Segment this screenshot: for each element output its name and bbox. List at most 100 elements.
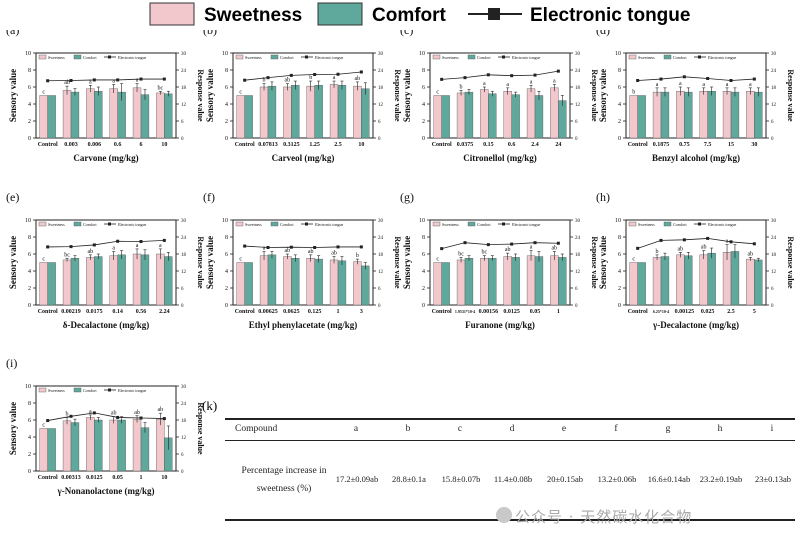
panel-label: (f) bbox=[203, 190, 215, 204]
sweetness-bar bbox=[433, 95, 442, 139]
mini-legend-sweetness: Sweetness bbox=[48, 55, 65, 60]
x-tick-label: 30 bbox=[751, 142, 757, 148]
x-tick-label: 0.0125 bbox=[86, 475, 103, 481]
mini-legend-etongue: Electronic tongue bbox=[315, 222, 344, 227]
etongue-point bbox=[636, 78, 640, 82]
comfort-bar bbox=[730, 91, 740, 139]
x-tick-label: Control bbox=[432, 309, 452, 315]
significance-letter: ab bbox=[111, 411, 117, 417]
x-tick-label: Control bbox=[432, 142, 452, 148]
figure-legend: Sweetness Comfort Electronic tongue bbox=[149, 2, 690, 26]
y-tick-label: 2 bbox=[225, 119, 228, 125]
sweetness-bar bbox=[132, 87, 142, 139]
panel-label: (i) bbox=[6, 356, 17, 370]
significance-letter: ab bbox=[285, 78, 291, 84]
y2-tick-label: 30 bbox=[575, 219, 581, 224]
sweetness-bar bbox=[132, 253, 142, 306]
x-tick-label: 6.25*10-4 bbox=[653, 309, 669, 314]
comfort-bar bbox=[361, 88, 370, 139]
sweetness-bar bbox=[456, 259, 466, 306]
y-axis-title: Sensory value bbox=[598, 69, 608, 122]
panel-label: (g) bbox=[400, 190, 414, 204]
mini-legend-comfort-swatch bbox=[467, 221, 476, 227]
comfort-bar bbox=[511, 257, 520, 306]
etongue-point bbox=[46, 79, 50, 83]
x-axis-title: γ-Nonanolactone (mg/kg) bbox=[57, 486, 155, 496]
significance-letter: a bbox=[136, 243, 139, 249]
x-tick-label: Control bbox=[628, 309, 648, 315]
y2-tick-label: 30 bbox=[378, 52, 384, 57]
x-tick-label: 10 bbox=[161, 475, 167, 481]
results-table: Compound Percentage increase in sweetnes… bbox=[225, 418, 795, 523]
y-tick-label: 0 bbox=[618, 303, 621, 309]
y2-tick-label: 24 bbox=[575, 236, 581, 241]
y-tick-label: 6 bbox=[28, 418, 31, 424]
y2-tick-label: 6 bbox=[181, 120, 184, 125]
etongue-point bbox=[486, 243, 490, 247]
sweetness-bar bbox=[503, 256, 512, 306]
x-tick-label: 0.00219 bbox=[61, 309, 81, 315]
y-tick-label: 8 bbox=[28, 401, 31, 407]
y2-tick-label: 0 bbox=[378, 304, 381, 309]
panel-k-label: (k) bbox=[202, 398, 218, 413]
comfort-bar bbox=[314, 258, 323, 306]
mini-legend-etongue: Electronic tongue bbox=[708, 55, 737, 60]
y-axis-title: Sensory value bbox=[8, 69, 18, 122]
x-tick-label: 1.9531*10-4 bbox=[455, 309, 475, 314]
etongue-point bbox=[46, 419, 50, 423]
y-tick-label: 8 bbox=[28, 235, 31, 241]
x-tick-label: Control bbox=[38, 309, 58, 315]
x-tick-label: Control bbox=[38, 142, 58, 148]
plot-frame bbox=[429, 52, 571, 139]
panel-label: (e) bbox=[6, 190, 19, 204]
etongue-line bbox=[637, 238, 755, 249]
significance-letter: a bbox=[89, 409, 92, 415]
y2-tick-label: 30 bbox=[181, 219, 187, 224]
significance-letter: b bbox=[309, 75, 312, 81]
etongue-point bbox=[659, 238, 663, 242]
y2-tick-label: 30 bbox=[771, 219, 777, 224]
x-axis-title: Citronellol (mg/kg) bbox=[463, 153, 537, 163]
sweetness-bar bbox=[62, 259, 72, 306]
sweetness-bar bbox=[236, 262, 245, 306]
y2-tick-label: 30 bbox=[378, 219, 384, 224]
sweetness-bar bbox=[676, 254, 685, 306]
sweetness-bar bbox=[480, 89, 489, 139]
y2-tick-label: 30 bbox=[771, 52, 777, 57]
mini-legend-etongue: Electronic tongue bbox=[512, 222, 541, 227]
y2-tick-label: 0 bbox=[378, 137, 381, 142]
comfort-bar bbox=[534, 256, 544, 306]
significance-letter: ab bbox=[64, 80, 70, 86]
y2-tick-label: 18 bbox=[378, 86, 384, 91]
significance-letter: a bbox=[679, 81, 682, 87]
etongue-point bbox=[162, 77, 166, 81]
sweetness-bar bbox=[236, 95, 245, 139]
mini-legend-sweetness: Sweetness bbox=[48, 222, 65, 227]
y2-axis-title: Response value bbox=[196, 69, 205, 122]
plot-frame bbox=[35, 52, 177, 139]
y2-tick-label: 12 bbox=[181, 436, 187, 441]
comfort-bar bbox=[291, 258, 300, 306]
row-label-line1: Percentage increase in bbox=[241, 466, 327, 476]
table-value-cell: 23.2±0.19ab bbox=[699, 474, 743, 484]
comfort-bar bbox=[511, 94, 520, 139]
etongue-point bbox=[486, 73, 490, 77]
comfort-bar bbox=[140, 427, 150, 472]
significance-letter: c bbox=[239, 90, 242, 96]
mini-legend-sweetness: Sweetness bbox=[442, 222, 459, 227]
comfort-bar bbox=[47, 428, 56, 472]
watermark: 公众号 · 天然碳水化合物 bbox=[515, 508, 693, 526]
y-tick-label: 10 bbox=[419, 51, 425, 57]
x-tick-label: 0.05 bbox=[530, 309, 541, 315]
sweetness-bar bbox=[306, 258, 315, 306]
x-tick-label: 0.00625 bbox=[258, 309, 278, 315]
y-tick-label: 10 bbox=[615, 51, 621, 57]
comfort-bar bbox=[244, 262, 253, 306]
x-tick-label: 2.5 bbox=[334, 142, 342, 148]
etongue-line bbox=[441, 70, 559, 80]
y2-tick-label: 18 bbox=[181, 419, 187, 424]
mini-legend-comfort: Comfort bbox=[477, 55, 491, 60]
plot-frame bbox=[232, 52, 374, 139]
mini-legend-etongue-marker bbox=[108, 55, 111, 59]
